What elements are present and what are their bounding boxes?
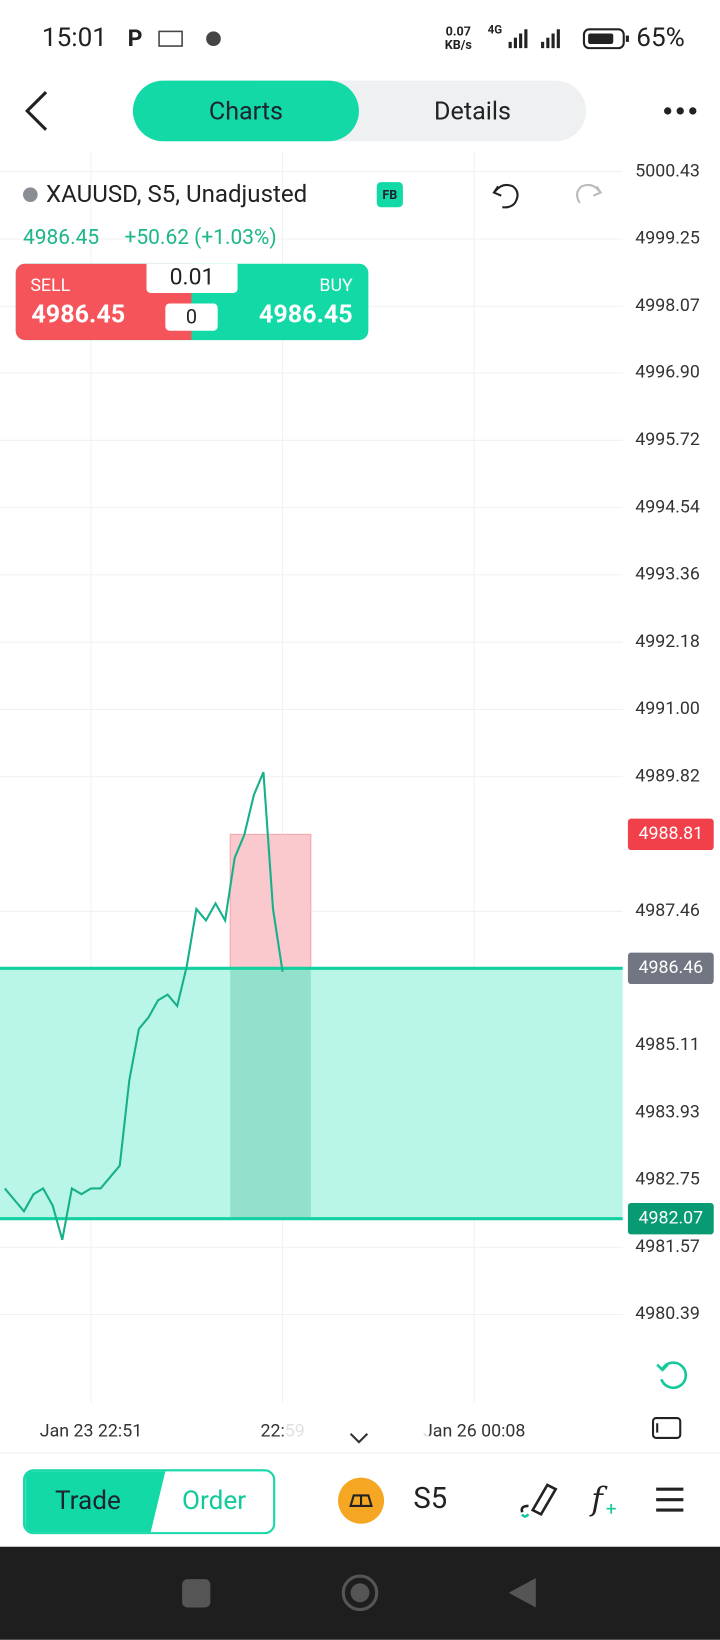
- last-price: 4986.45: [23, 223, 100, 250]
- stop-zone: [229, 833, 312, 969]
- collapse-tab-bg: [284, 1419, 430, 1451]
- y-tick-label: 4991.00: [635, 698, 700, 719]
- y-tick-label: 4983.93: [635, 1101, 700, 1122]
- reset-button[interactable]: [654, 1356, 692, 1394]
- signal-battery: [508, 28, 629, 50]
- price-change: +50.62 (+1.03%): [124, 223, 277, 250]
- net-speed-unit: KB/s: [444, 37, 472, 53]
- back-button[interactable]: [21, 89, 54, 133]
- trade-button[interactable]: Trade: [54, 1486, 121, 1517]
- y-tick-label: 4989.82: [635, 765, 700, 786]
- badge: FB: [376, 182, 403, 208]
- y-tick-label: 4993.36: [635, 564, 700, 585]
- y-tick-label: 4996.90: [635, 362, 700, 383]
- trade-fill: [25, 1471, 166, 1533]
- y-tick-label: 4992.18: [635, 631, 700, 652]
- order-button[interactable]: Order: [181, 1486, 247, 1517]
- price-line: [3, 771, 284, 1241]
- trade-order-switch: [23, 1469, 276, 1535]
- sell-label: SELL: [30, 275, 71, 297]
- net-speed: 0.07 KB/s: [445, 25, 472, 52]
- price-tag: [627, 818, 714, 851]
- toolbar-icons[interactable]: f +: [518, 1479, 696, 1523]
- price-tag-label: 4988.81: [638, 823, 703, 844]
- position-count: 0: [165, 303, 218, 331]
- x-tick-label: Jan 26 00:08: [423, 1420, 525, 1441]
- nav-bar: [0, 1546, 720, 1640]
- sell-price[interactable]: 4986.45: [31, 299, 126, 329]
- y-tick-label: 4981.57: [635, 1236, 700, 1257]
- price-tag-label: 4986.46: [638, 957, 703, 978]
- y-tick-label: 4999.25: [635, 228, 700, 249]
- tab-charts[interactable]: Charts: [132, 80, 359, 142]
- y-tick-label: 4994.54: [635, 496, 700, 517]
- clock: 15:01: [41, 23, 108, 54]
- undo-redo[interactable]: [490, 176, 605, 214]
- gold-icon[interactable]: [337, 1477, 385, 1525]
- battery-level: 65%: [636, 23, 685, 54]
- y-tick-label: 4980.39: [635, 1303, 700, 1324]
- net-type: 4G: [487, 23, 503, 37]
- price-tag: [627, 1203, 714, 1235]
- y-tick-label: 4995.72: [635, 429, 700, 450]
- tab-details[interactable]: Details: [434, 96, 511, 126]
- y-tick-label: 4998.07: [635, 295, 700, 316]
- nav-buttons[interactable]: [0, 1547, 720, 1640]
- collapse-tab[interactable]: [284, 1419, 430, 1451]
- lot-size[interactable]: 0.01: [146, 263, 238, 294]
- price-tag-label: 4982.07: [638, 1207, 703, 1228]
- x-tick-label: Jan 23 22:51: [40, 1420, 142, 1441]
- position-overlap: [230, 968, 311, 1219]
- price-tag: [627, 952, 714, 985]
- symbol-title: XAUUSD, S5, Unadjusted: [46, 179, 308, 209]
- divider: [0, 1452, 720, 1454]
- status-icons: P: [128, 25, 221, 52]
- profit-zone: [0, 968, 623, 1219]
- chevron: [349, 1432, 369, 1444]
- y-tick-label: 4985.11: [635, 1034, 700, 1055]
- interval[interactable]: S5: [413, 1480, 448, 1516]
- y-tick-label: 4982.75: [635, 1169, 700, 1190]
- y-tick-label: 5000.43: [635, 160, 700, 181]
- fullscreen-button[interactable]: [651, 1415, 684, 1442]
- svg-text:+: +: [606, 1498, 617, 1520]
- buy-price[interactable]: 4986.45: [258, 299, 353, 329]
- status-dot: [23, 187, 38, 202]
- svg-text:P: P: [128, 25, 143, 52]
- net-speed-value: 0.07: [445, 24, 471, 39]
- more-button[interactable]: [661, 100, 701, 121]
- buy-label: BUY: [319, 275, 353, 297]
- y-tick-label: 4987.46: [635, 900, 700, 921]
